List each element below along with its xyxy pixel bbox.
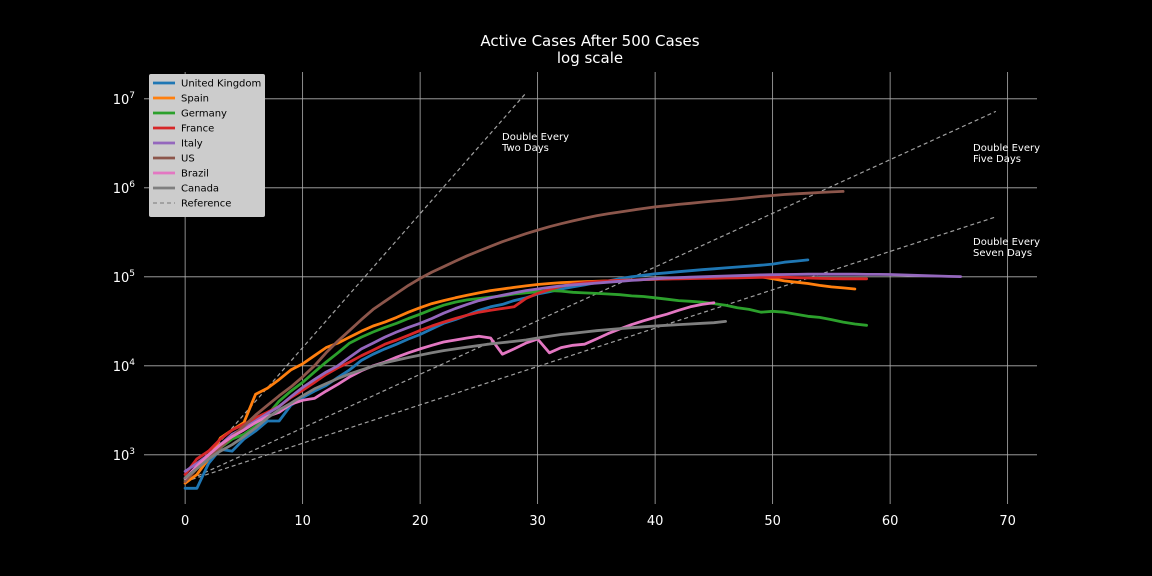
y-tick-label: 105 xyxy=(113,269,135,286)
series-line-germany xyxy=(183,289,868,482)
series-line-united-kingdom xyxy=(183,258,810,490)
legend-label: Brazil xyxy=(181,169,209,180)
legend-label: France xyxy=(181,124,214,135)
legend: United Kingdom Spain Germany France Italy US B… xyxy=(149,74,265,217)
x-tick-label: 0 xyxy=(181,514,189,529)
x-tick-label: 40 xyxy=(647,514,664,529)
reference-annotation: Double Every Two Days xyxy=(501,132,569,154)
legend-label: Spain xyxy=(181,94,209,105)
chart-title: Active Cases After 500 Cases xyxy=(480,32,699,50)
tick-layer: 0 10 20 30 40 50 60 70 103 104 105 106 107 xyxy=(113,91,1016,529)
reference-line xyxy=(184,110,997,483)
series-line-canada xyxy=(183,320,727,480)
series-line-france xyxy=(183,275,868,476)
y-tick-label: 107 xyxy=(113,91,135,108)
legend-label: Italy xyxy=(181,139,203,150)
x-tick-label: 60 xyxy=(882,514,899,529)
reference-annotation: Double Every Seven Days xyxy=(973,237,1040,259)
x-tick-label: 50 xyxy=(764,514,781,529)
reference-line xyxy=(184,92,527,482)
reference-line xyxy=(184,216,997,483)
series-line-spain xyxy=(183,274,857,485)
reference-lines-layer xyxy=(184,92,997,483)
reference-annotation: Double Every Five Days xyxy=(973,143,1040,165)
grid-layer xyxy=(144,72,1037,504)
legend-label-reference: Reference xyxy=(181,199,231,210)
legend-label: Germany xyxy=(181,109,227,120)
y-tick-label: 106 xyxy=(113,180,136,197)
x-tick-label: 30 xyxy=(529,514,546,529)
legend-label: United Kingdom xyxy=(181,79,261,90)
series-line-us xyxy=(183,190,845,483)
legend-label: Canada xyxy=(181,184,219,195)
legend-box xyxy=(149,74,265,217)
y-tick-label: 103 xyxy=(113,447,135,464)
series-line-italy xyxy=(183,272,962,473)
x-tick-label: 20 xyxy=(412,514,429,529)
legend-label: US xyxy=(181,154,195,165)
x-tick-label: 10 xyxy=(294,514,311,529)
y-tick-label: 104 xyxy=(113,358,136,375)
annotation-layer: Double Every Two Days Double Every Five Day… xyxy=(501,132,1040,259)
chart-subtitle: log scale xyxy=(557,49,623,67)
x-tick-label: 70 xyxy=(999,514,1016,529)
series-layer xyxy=(183,190,962,490)
